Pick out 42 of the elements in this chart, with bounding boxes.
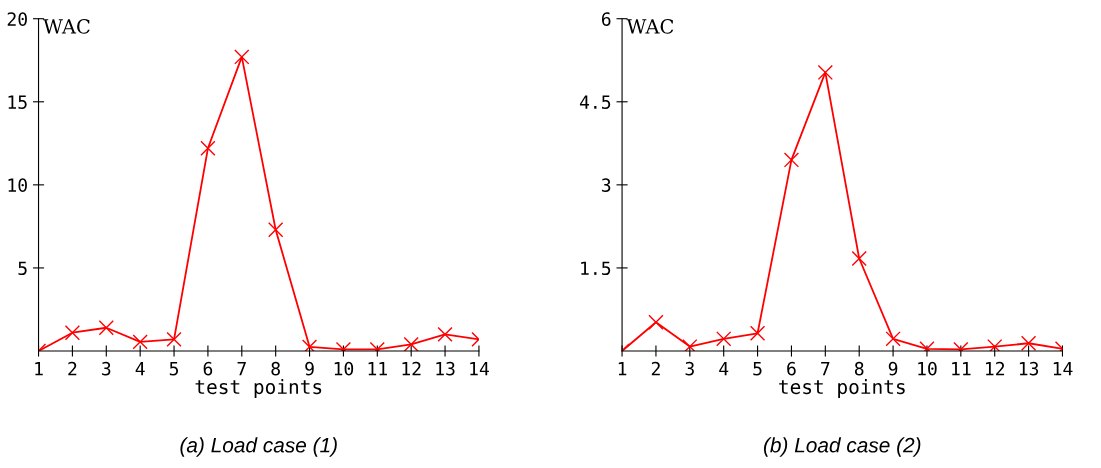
x-axis-title: test points — [195, 379, 322, 398]
y-axis-title: WAC — [626, 19, 674, 34]
y-tick-label: 3 — [601, 178, 611, 193]
x-tick-label: 13 — [436, 361, 455, 376]
x-tick-label: 7 — [821, 362, 830, 376]
x-tick-label: 1 — [35, 362, 43, 376]
x-tick-label: 11 — [952, 362, 971, 376]
x-tick-label: 4 — [135, 362, 145, 376]
x-tick-label: 12 — [986, 361, 1005, 376]
x-tick-label: 1 — [618, 362, 627, 376]
x-tick-label: 10 — [918, 361, 937, 376]
y-tick-label: 6 — [601, 12, 611, 26]
x-tick-label: 13 — [1019, 361, 1039, 376]
x-tick-label: 9 — [305, 361, 314, 376]
x-tick-label: 14 — [470, 362, 489, 376]
x-tick-label: 2 — [68, 361, 77, 376]
x-tick-label: 4 — [719, 362, 729, 376]
y-axis-title: WAC — [43, 19, 90, 34]
y-tick-label: 10 — [8, 178, 27, 193]
y-tick-label: 15 — [8, 95, 27, 109]
x-tick-label: 5 — [753, 362, 762, 376]
y-tick-label: 4.5 — [579, 95, 611, 109]
y-tick-label: 1.5 — [581, 261, 611, 276]
x-tick-label: 6 — [203, 361, 213, 376]
x-tick-label: 14 — [1053, 362, 1073, 376]
x-tick-label: 8 — [271, 361, 280, 376]
x-tick-label: 6 — [787, 361, 796, 376]
x-tick-label: 9 — [888, 361, 898, 376]
x-tick-label: 5 — [169, 362, 179, 376]
x-tick-label: 11 — [368, 362, 387, 376]
x-tick-label: 3 — [685, 361, 694, 376]
x-tick-label: 8 — [854, 361, 864, 376]
text: (b) Load case (2) — [763, 437, 921, 457]
x-tick-label: 2 — [651, 361, 660, 376]
y-tick-label: 5 — [18, 261, 27, 276]
text: (a) Load case (1) — [180, 437, 337, 457]
x-tick-label: 12 — [402, 361, 421, 376]
y-tick-label: 20 — [7, 12, 27, 26]
x-tick-label: 10 — [334, 361, 354, 376]
x-axis-title: test points — [779, 379, 905, 398]
x-tick-label: 3 — [102, 361, 111, 376]
x-tick-label: 7 — [237, 362, 246, 376]
